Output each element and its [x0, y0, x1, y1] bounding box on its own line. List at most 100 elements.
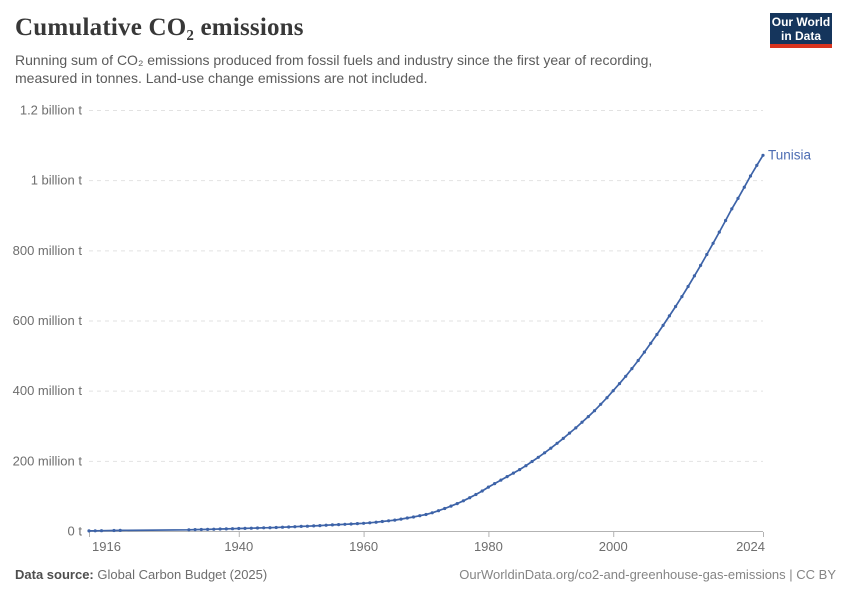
data-point-marker — [274, 525, 278, 530]
owid-logo-line2: in Data — [780, 29, 821, 43]
data-point-marker — [255, 526, 260, 530]
data-point-marker — [655, 332, 659, 337]
data-point-marker — [474, 492, 478, 497]
data-point-marker — [218, 527, 222, 531]
data-point-marker — [636, 358, 640, 363]
data-source: Data source: Global Carbon Budget (2025) — [15, 567, 267, 582]
data-point-marker — [293, 525, 297, 529]
data-point-marker — [642, 350, 647, 354]
data-point-marker — [324, 523, 328, 527]
data-point-marker — [461, 499, 465, 503]
data-point-marker — [405, 516, 409, 520]
data-point-marker — [530, 459, 534, 464]
x-axis-label-2024: 2024 — [736, 539, 765, 554]
x-axis-label-1980: 1980 — [474, 539, 503, 554]
data-point-marker — [455, 502, 459, 506]
owid-logo-line1: Our World — [771, 15, 831, 29]
tunisia-series-line[interactable] — [88, 154, 764, 532]
data-point-marker — [536, 455, 540, 459]
data-point-marker — [486, 485, 490, 489]
data-point-marker — [543, 451, 547, 455]
entity-label-tunisia[interactable]: Tunisia — [768, 147, 812, 162]
y-axis-label-600: 600 million t — [13, 313, 83, 328]
canonical-url-link[interactable]: OurWorldinData.org/co2-and-greenhouse-ga… — [459, 567, 836, 582]
y-axis-label-800: 800 million t — [13, 243, 83, 258]
data-point-marker — [630, 367, 634, 371]
owid-logo[interactable]: Our World in Data — [770, 13, 832, 48]
data-point-marker — [724, 218, 728, 223]
data-point-marker — [692, 274, 697, 278]
data-point-marker — [592, 409, 597, 413]
data-point-marker — [237, 526, 241, 531]
data-point-marker — [761, 153, 765, 157]
data-point-marker — [330, 523, 334, 527]
data-point-marker — [93, 529, 97, 533]
data-point-marker — [699, 263, 703, 267]
data-point-marker — [524, 464, 528, 468]
data-point-marker — [212, 527, 216, 531]
x-axis-label-2000: 2000 — [599, 539, 628, 554]
data-point-marker — [674, 304, 678, 309]
page-title: Cumulative CO₂ emissions — [15, 14, 304, 41]
data-point-marker — [755, 163, 759, 167]
data-point-marker — [705, 252, 709, 257]
data-point-marker — [312, 524, 316, 528]
data-point-marker — [224, 527, 228, 531]
data-point-marker — [605, 396, 609, 400]
data-point-marker — [599, 402, 603, 406]
data-point-marker — [349, 522, 353, 526]
data-point-marker — [418, 514, 422, 518]
data-point-marker — [362, 521, 366, 525]
y-axis-label-1000: 1 billion t — [31, 173, 83, 188]
data-point-marker — [280, 525, 285, 529]
data-point-marker — [555, 441, 559, 445]
data-point-marker — [436, 509, 441, 513]
data-point-marker — [499, 478, 503, 482]
data-source-label: Data source: — [15, 567, 94, 582]
data-point-marker — [287, 525, 291, 529]
data-point-marker — [730, 207, 734, 211]
data-point-marker — [549, 446, 553, 450]
data-point-marker — [380, 519, 384, 524]
y-axis-label-200: 200 million t — [13, 453, 83, 468]
data-point-marker — [393, 518, 397, 522]
data-point-marker — [742, 185, 746, 189]
data-point-marker — [717, 230, 721, 234]
data-point-marker — [374, 520, 378, 524]
data-point-marker — [617, 382, 622, 386]
data-point-marker — [424, 512, 428, 517]
data-point-marker — [586, 415, 590, 419]
data-point-marker — [574, 426, 578, 430]
x-axis-label-1960: 1960 — [349, 539, 378, 554]
data-point-marker — [493, 482, 497, 486]
data-point-marker — [262, 526, 266, 530]
data-point-marker — [243, 526, 247, 531]
x-axis-label-1940: 1940 — [224, 539, 253, 554]
y-axis-label-1200: 1.2 billion t — [20, 103, 83, 118]
chart-subtitle: Running sum of CO₂ emissions produced fr… — [15, 52, 653, 86]
data-point-marker — [299, 524, 303, 529]
data-point-marker — [249, 526, 253, 530]
data-point-marker — [368, 521, 372, 525]
data-point-marker — [118, 528, 122, 533]
data-point-marker — [411, 515, 416, 519]
data-point-marker — [449, 504, 453, 508]
y-axis-label-400: 400 million t — [13, 383, 83, 398]
data-point-marker — [649, 341, 653, 345]
data-point-marker — [624, 374, 628, 378]
data-point-marker — [187, 528, 191, 532]
data-point-marker — [305, 524, 309, 528]
data-point-marker — [230, 527, 235, 531]
data-point-marker — [443, 506, 447, 511]
data-point-marker — [199, 527, 203, 532]
data-point-marker — [318, 524, 322, 528]
data-point-marker — [611, 389, 615, 393]
data-point-marker — [206, 527, 210, 532]
data-point-marker — [268, 526, 272, 530]
data-point-marker — [99, 529, 104, 533]
data-point-marker — [711, 241, 715, 245]
data-point-marker — [667, 314, 672, 318]
data-source-value: Global Carbon Budget (2025) — [97, 567, 268, 582]
